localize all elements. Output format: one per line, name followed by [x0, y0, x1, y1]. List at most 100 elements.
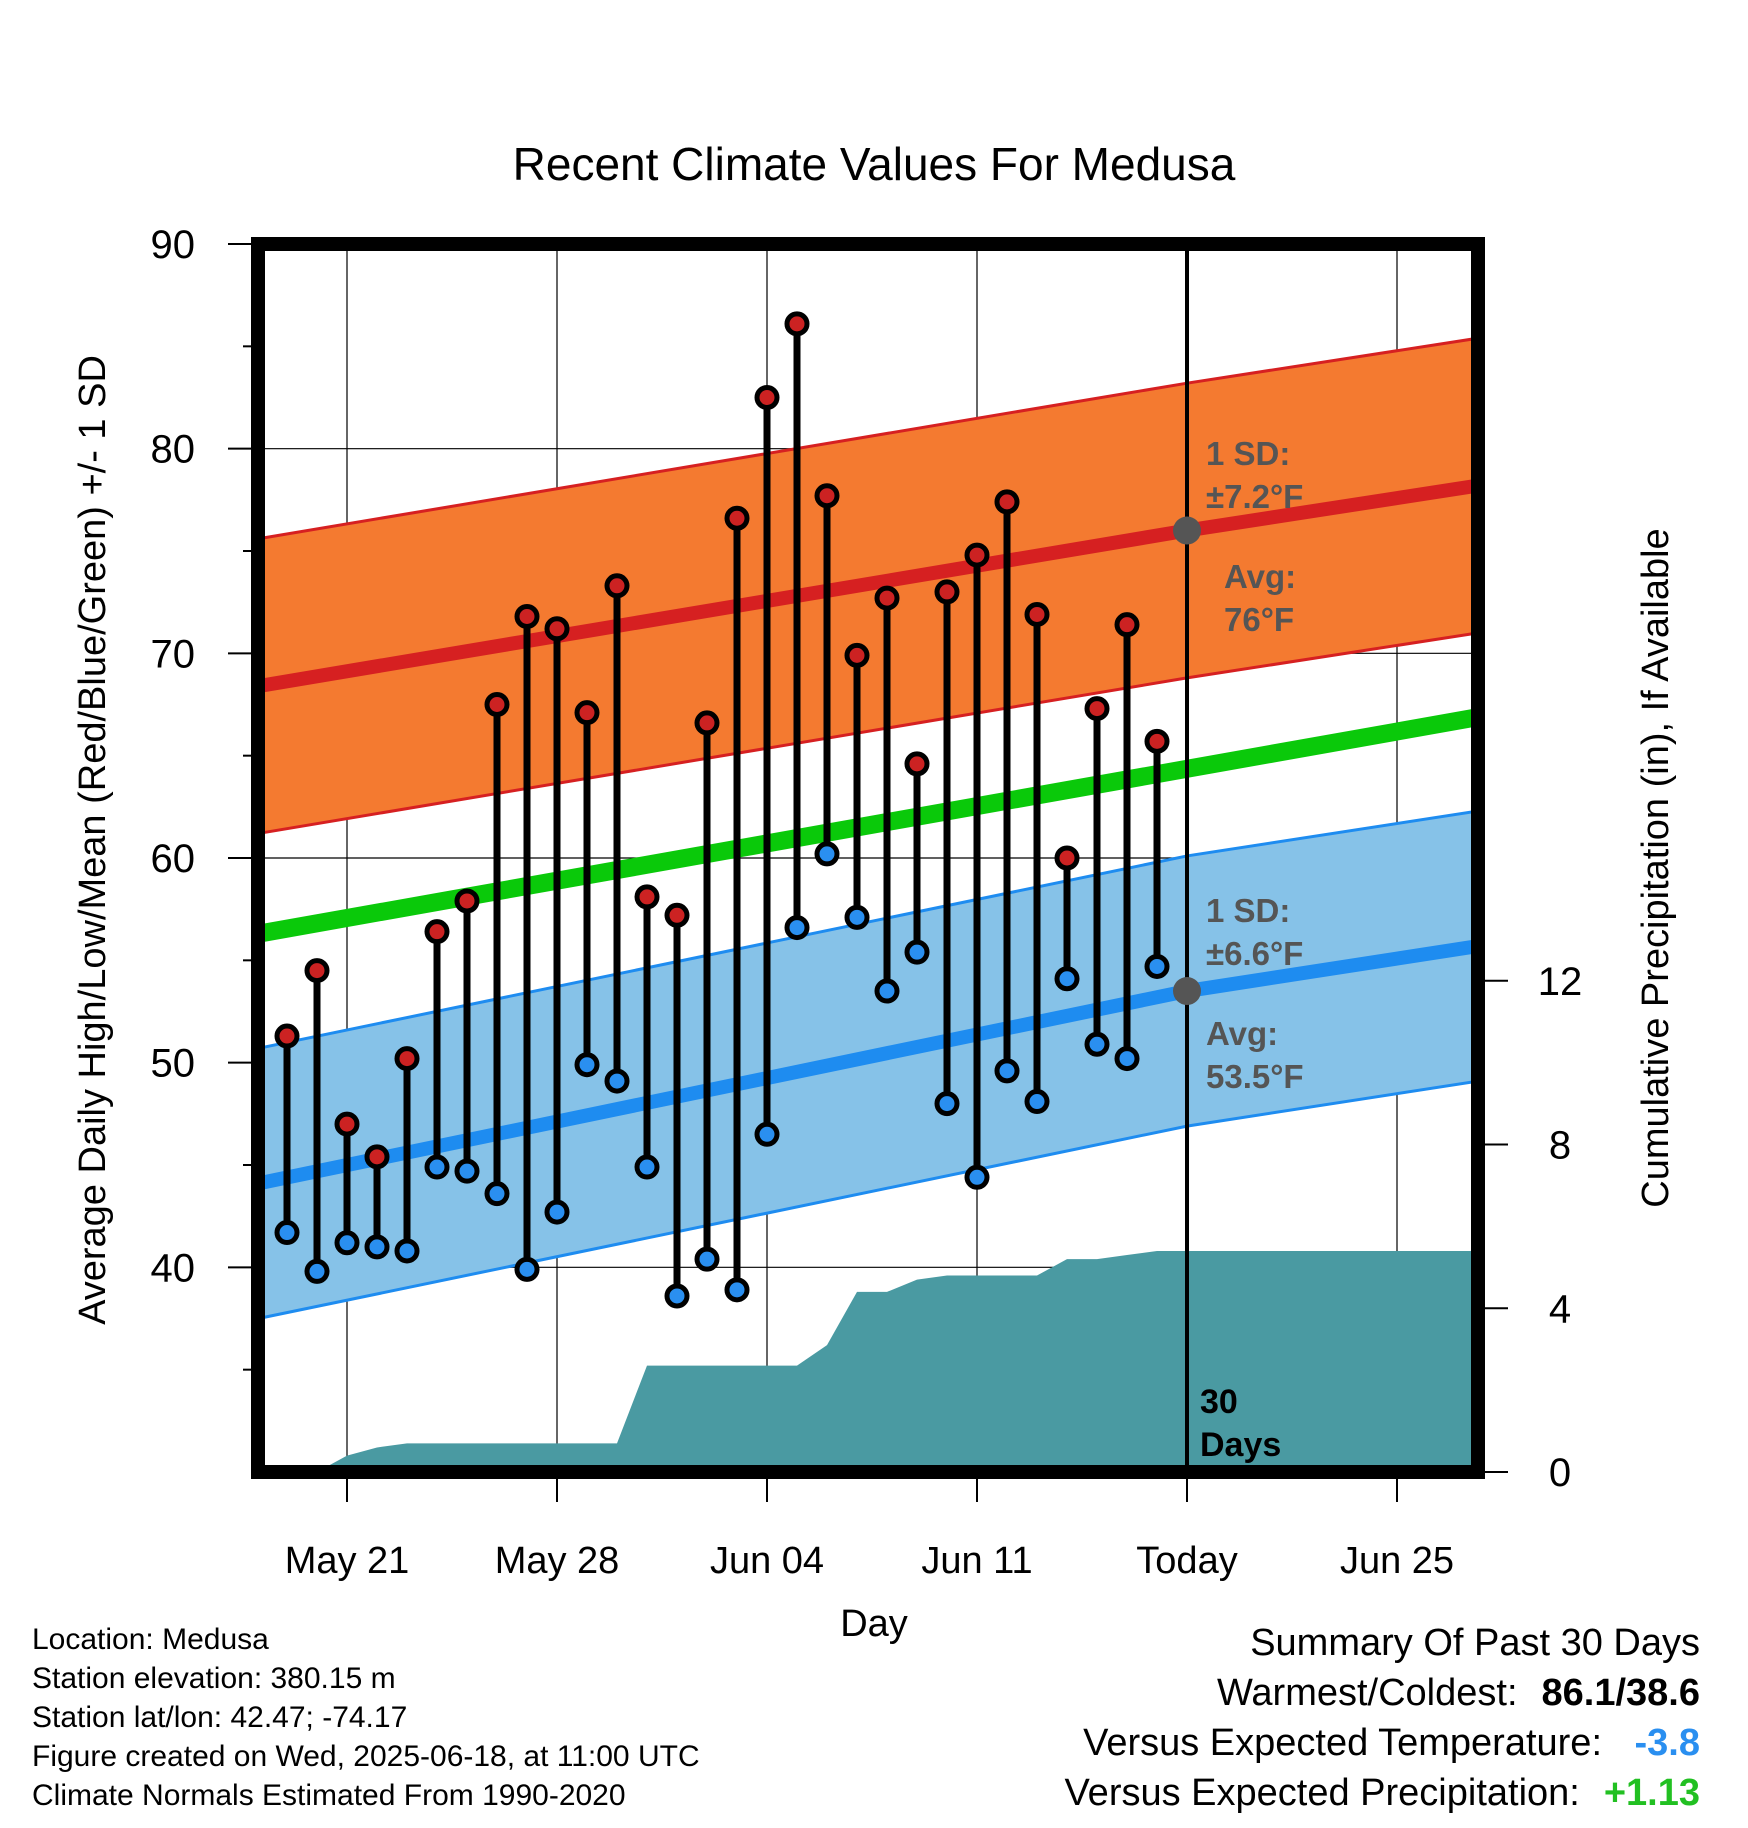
y-left-tick-label: 60 [151, 837, 196, 881]
daily-high-point [394, 1046, 420, 1072]
daily-low-point [814, 841, 840, 867]
low-sd-value: ±6.6°F [1206, 935, 1303, 972]
daily-low-point [1024, 1089, 1050, 1115]
y-axis-right-label: Cumulative Precipitation (in), If Availa… [1635, 528, 1677, 1207]
high-sd-value: ±7.2°F [1206, 478, 1303, 515]
daily-high-point [364, 1144, 390, 1170]
x-tick-label: Today [1136, 1540, 1237, 1582]
days-count-label: Days [1200, 1426, 1281, 1464]
x-axis-label: Day [840, 1603, 908, 1645]
daily-low-point [1114, 1046, 1140, 1072]
daily-high-point [694, 710, 720, 736]
x-tick-label: Jun 04 [710, 1540, 824, 1582]
daily-high-point [544, 616, 570, 642]
daily-high-point [964, 542, 990, 568]
daily-high-point [574, 700, 600, 726]
warm-cold-label: Warmest/Coldest: [1216, 1672, 1518, 1714]
y-right-tick-label: 8 [1549, 1124, 1571, 1168]
daily-low-point [724, 1277, 750, 1303]
daily-low-point [874, 978, 900, 1004]
daily-high-point [274, 1023, 300, 1049]
daily-low-point [1084, 1031, 1110, 1057]
daily-high-point [454, 888, 480, 914]
daily-low-point [454, 1158, 480, 1184]
plot-content: 1 SD: ±7.2°F Avg: 76°F 1 SD: ±6.6°F Avg: 53.5°F… [258, 244, 1478, 1472]
daily-low-point [274, 1220, 300, 1246]
daily-high-point [1114, 612, 1140, 638]
temp-value: -3.8 [1634, 1722, 1700, 1764]
warm-cold-value: 86.1/38.6 [1541, 1672, 1700, 1714]
daily-low-point [754, 1121, 780, 1147]
today-low-avg-marker [1173, 977, 1201, 1006]
station-info: Location: Medusa Station elevation: 380.… [32, 1620, 700, 1815]
daily-low-point [364, 1234, 390, 1260]
low-avg-label: Avg: [1206, 1015, 1278, 1052]
high-avg-label: Avg: [1224, 558, 1296, 595]
daily-low-point [994, 1058, 1020, 1084]
x-tick-label: May 28 [495, 1540, 620, 1582]
summary-panel: Summary Of Past 30 Days Warmest/Coldest:… [1064, 1618, 1700, 1818]
daily-low-point [1054, 966, 1080, 992]
daily-high-point [424, 919, 450, 945]
precipitation-area [317, 1250, 1478, 1472]
daily-high-point [904, 751, 930, 777]
plot-frame [251, 237, 1485, 1479]
daily-low-point [694, 1246, 720, 1272]
daily-high-point [514, 603, 540, 629]
daily-high-point [484, 692, 510, 717]
daily-low-point [484, 1181, 510, 1207]
daily-high-point [334, 1111, 360, 1137]
plot-area: 1 SD: ±7.2°F Avg: 76°F 1 SD: ±6.6°F Avg: 53.5°F… [258, 244, 1478, 1472]
x-tick-label: May 21 [285, 1540, 410, 1582]
daily-low-point [784, 915, 810, 941]
location-text: Location: Medusa [32, 1623, 269, 1656]
daily-low-point [904, 939, 930, 965]
daily-high-point [304, 958, 330, 984]
y-left-tick-label: 90 [151, 223, 196, 267]
high-avg-value: 76°F [1224, 601, 1294, 638]
y-left-tick-label: 80 [151, 428, 196, 472]
y-left-tick-label: 50 [151, 1042, 196, 1086]
precip-value: +1.13 [1603, 1772, 1700, 1814]
low-sd-label: 1 SD: [1206, 892, 1290, 929]
low-band [258, 810, 1478, 1319]
created-text: Figure created on Wed, 2025-06-18, at 11… [32, 1740, 700, 1773]
daily-low-point [574, 1052, 600, 1078]
daily-high-point [784, 311, 810, 337]
daily-high-point [1024, 601, 1050, 627]
daily-low-point [334, 1230, 360, 1256]
days-count-number: 30 [1200, 1383, 1238, 1421]
x-tick-label: Jun 25 [1340, 1540, 1454, 1582]
daily-low-point [514, 1256, 540, 1282]
today-high-avg-marker [1173, 516, 1201, 545]
daily-low-point [424, 1154, 450, 1180]
daily-low-point [844, 904, 870, 930]
y-axis-left-label: Average Daily High/Low/Mean (Red/Blue/Gr… [72, 355, 114, 1325]
y-right-tick-label: 0 [1549, 1451, 1571, 1495]
high-sd-label: 1 SD: [1206, 435, 1290, 472]
daily-low-point [634, 1154, 660, 1180]
daily-high-point [1144, 728, 1170, 754]
daily-high-point [754, 385, 780, 410]
chart-title: Recent Climate Values For Medusa [513, 138, 1236, 190]
x-tick-label: Jun 11 [921, 1540, 1032, 1582]
daily-high-point [604, 573, 630, 599]
summary-heading: Summary Of Past 30 Days [1250, 1622, 1700, 1664]
y-right-tick-label: 12 [1538, 960, 1583, 1004]
precip-label: Versus Expected Precipitation: [1064, 1772, 1580, 1814]
daily-low-point [604, 1068, 630, 1094]
daily-high-point [934, 579, 960, 605]
normals-text: Climate Normals Estimated From 1990-2020 [32, 1779, 626, 1812]
daily-high-point [994, 489, 1020, 515]
daily-high-point [1054, 845, 1080, 871]
y-left-tick-label: 40 [151, 1246, 196, 1290]
daily-high-point [874, 585, 900, 611]
daily-low-point [964, 1164, 990, 1190]
temp-label: Versus Expected Temperature: [1083, 1722, 1602, 1764]
daily-low-point [544, 1199, 570, 1225]
y-right-tick-label: 4 [1549, 1287, 1571, 1331]
daily-high-point [1084, 696, 1110, 722]
daily-high-point [634, 884, 660, 910]
daily-low-point [304, 1258, 330, 1284]
